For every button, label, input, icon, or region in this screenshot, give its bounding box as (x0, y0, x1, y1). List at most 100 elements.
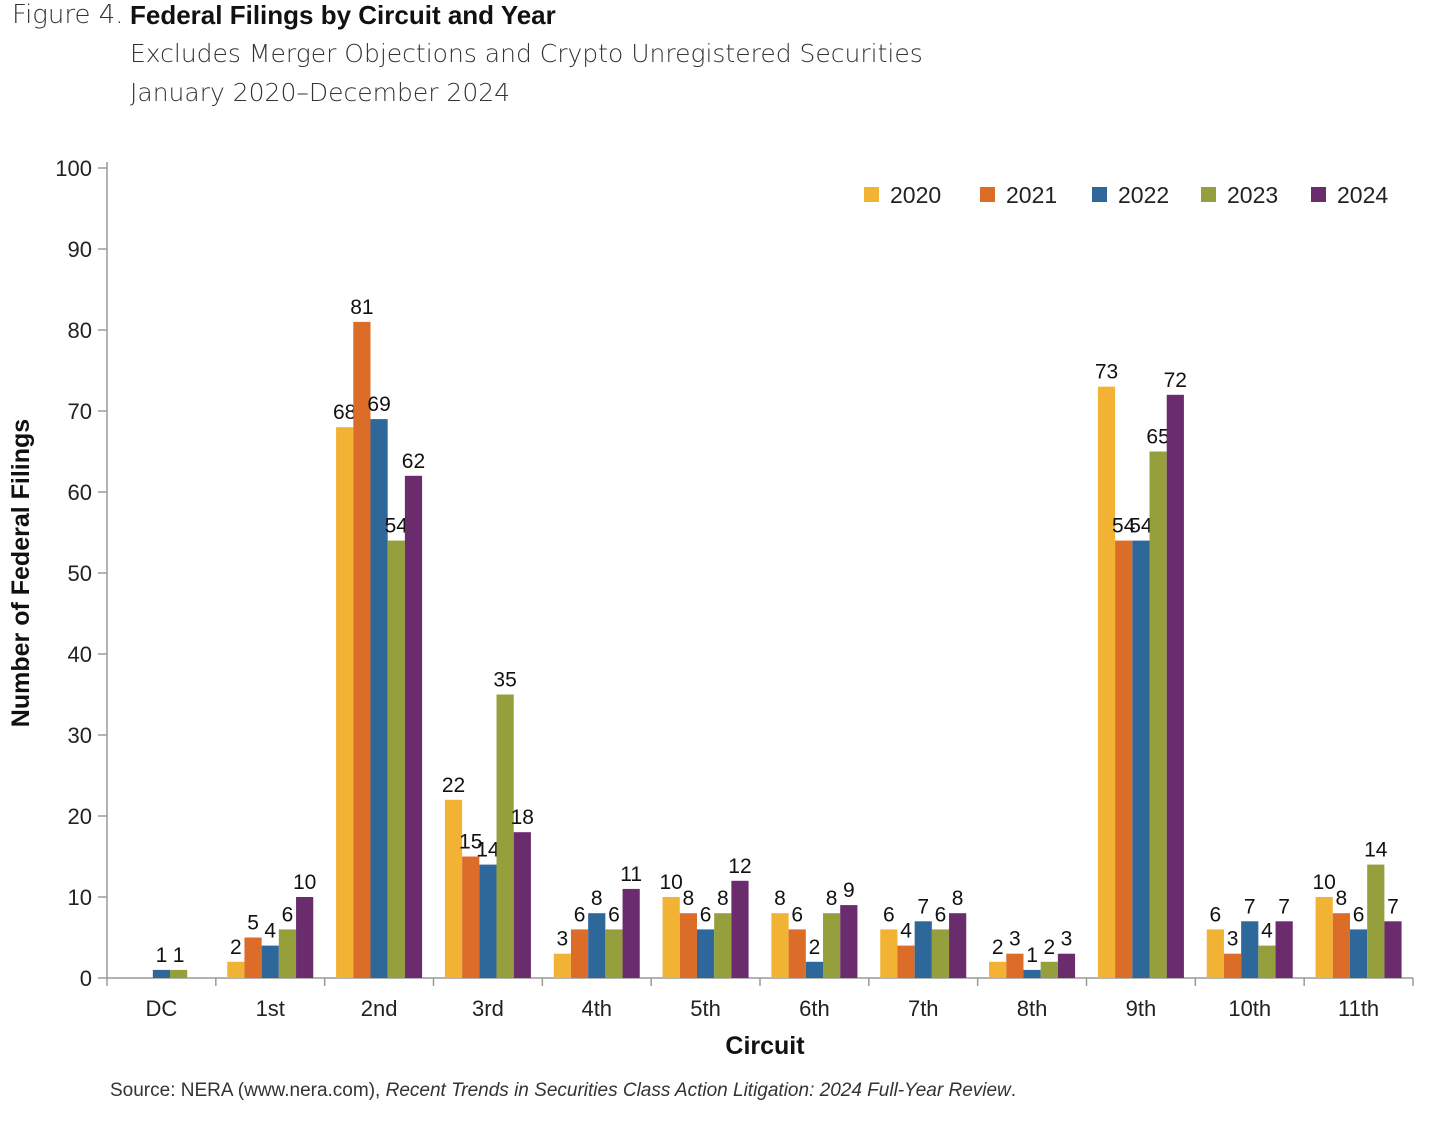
data-label: 1 (1026, 944, 1038, 967)
data-label: 14 (476, 839, 500, 862)
bar-2021-8th (1006, 953, 1024, 978)
bar-2024-8th (1057, 953, 1076, 978)
bar-2023-4th (605, 929, 623, 978)
bar-2020-5th (662, 897, 680, 978)
source-title: Recent Trends in Securities Class Action… (385, 1080, 1011, 1101)
data-label: 6 (700, 903, 712, 926)
y-tick-label: 70 (68, 399, 92, 424)
bar-2022-11th (1349, 929, 1368, 978)
x-tick-label: 10th (1228, 996, 1271, 1021)
bar-2024-9th (1166, 394, 1184, 978)
data-label: 65 (1146, 426, 1169, 449)
data-label: 69 (367, 393, 390, 416)
data-label: 4 (1261, 920, 1273, 943)
bar-2023-11th (1367, 864, 1385, 978)
x-tick-label: 11th (1338, 996, 1379, 1021)
data-label: 8 (717, 887, 729, 910)
data-label: 8 (952, 887, 964, 910)
data-label: 9 (843, 879, 855, 902)
bar-2024-1st (296, 897, 314, 978)
y-tick-label: 10 (68, 885, 92, 910)
legend-swatch-2022 (1092, 187, 1107, 202)
x-axis-title: Circuit (725, 1032, 805, 1060)
data-label: 6 (883, 903, 895, 926)
data-label: 10 (660, 871, 683, 894)
legend-swatch-2021 (980, 187, 995, 202)
legend-label-2023: 2023 (1227, 182, 1278, 208)
x-tick-label: 5th (690, 996, 721, 1021)
y-tick-label: 0 (80, 966, 92, 991)
data-label: 8 (774, 887, 786, 910)
bar-2023-6th (823, 913, 841, 978)
bar-2022-4th (588, 913, 606, 978)
data-label: 54 (1129, 515, 1153, 538)
x-tick-label: 2nd (361, 996, 398, 1021)
bar-2020-10th (1206, 929, 1224, 978)
data-label: 2 (230, 936, 242, 959)
chart-subtitle: Excludes Merger Objections and Crypto Un… (130, 39, 923, 68)
bar-2022-7th (914, 921, 932, 978)
data-label: 3 (1227, 928, 1239, 951)
bar-2024-5th (731, 880, 749, 978)
bar-2020-1st (227, 961, 245, 978)
bar-2023-5th (714, 913, 732, 978)
source-note: Source: NERA (www.nera.com), Recent Tren… (110, 1080, 1016, 1102)
data-label: 2 (992, 936, 1004, 959)
data-label: 4 (264, 920, 276, 943)
data-label: 10 (1313, 871, 1336, 894)
bar-2021-4th (570, 929, 589, 978)
y-tick-label: 80 (68, 318, 92, 343)
bar-2020-6th (771, 913, 789, 978)
bar-2021-5th (679, 913, 697, 978)
data-label: 62 (402, 450, 425, 473)
data-label: 8 (591, 887, 603, 910)
bar-2021-1st (244, 937, 262, 978)
bar-2022-6th (805, 961, 824, 978)
data-label: 7 (917, 895, 929, 918)
bar-2020-4th (553, 953, 571, 978)
bar-2022-5th (696, 929, 715, 978)
bar-2024-3rd (513, 832, 531, 978)
bar-2024-2nd (404, 475, 423, 978)
bar-2023-3rd (496, 694, 514, 978)
data-label: 81 (350, 296, 373, 319)
bar-2021-9th (1115, 540, 1133, 978)
chart-date-range: January 2020–December 2024 (130, 78, 511, 107)
bar-2020-7th (880, 929, 898, 978)
legend-swatch-2023 (1201, 187, 1216, 202)
source-suffix: . (1010, 1080, 1017, 1101)
chart-title: Federal Filings by Circuit and Year (130, 0, 556, 30)
data-label: 14 (1364, 839, 1388, 862)
x-tick-label: 6th (799, 996, 830, 1021)
data-label: 54 (1112, 515, 1136, 538)
source-prefix: Source: NERA (www.nera.com), (110, 1080, 386, 1101)
data-label: 15 (459, 831, 482, 854)
bar-2023-DC (170, 969, 188, 978)
legend-label-2024: 2024 (1337, 182, 1388, 208)
data-label: 3 (557, 928, 569, 951)
bar-2022-1st (261, 945, 279, 978)
bar-2020-9th (1097, 386, 1116, 978)
data-label: 2 (1043, 936, 1055, 959)
bar-2021-7th (897, 945, 915, 978)
data-label: 2 (809, 936, 821, 959)
y-tick-label: 20 (68, 804, 92, 829)
data-label: 18 (511, 806, 534, 829)
data-label: 72 (1164, 369, 1187, 392)
bar-2022-2nd (370, 419, 388, 979)
data-label: 8 (683, 887, 695, 910)
bar-2024-7th (949, 913, 967, 978)
data-label: 6 (608, 903, 620, 926)
bar-2022-8th (1023, 969, 1041, 978)
bar-2021-10th (1223, 953, 1242, 978)
x-tick-label: 3rd (472, 996, 504, 1021)
bar-2020-8th (989, 961, 1007, 978)
y-tick-label: 30 (68, 723, 92, 748)
bar-2023-1st (278, 929, 297, 978)
data-label: 11 (620, 863, 642, 886)
bar-2024-4th (622, 888, 640, 978)
data-label: 6 (574, 903, 586, 926)
data-label: 4 (900, 920, 912, 943)
data-label: 8 (826, 887, 838, 910)
